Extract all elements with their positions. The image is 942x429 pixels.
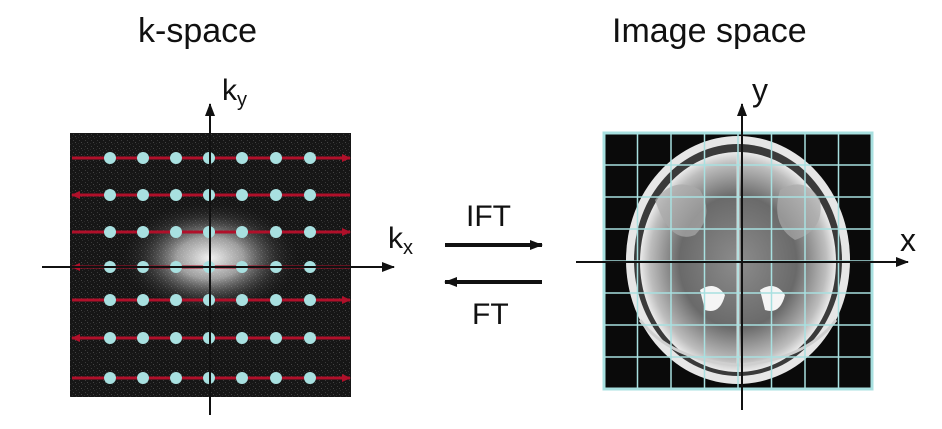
ft-label: FT	[472, 298, 509, 331]
kspace-sample-dot	[137, 372, 149, 384]
kspace-sample-dot	[104, 152, 116, 164]
kspace-sample-dot	[236, 152, 248, 164]
ift-label: IFT	[466, 200, 511, 233]
kspace-sample-dot	[270, 152, 282, 164]
kspace-sample-dot	[270, 226, 282, 238]
kspace-sample-dot	[104, 372, 116, 384]
y-axis-label: y	[752, 72, 768, 108]
brain-gyri	[655, 184, 821, 240]
image-axes	[576, 103, 909, 410]
kspace-sample-dot	[270, 294, 282, 306]
kspace-sample-dot	[236, 226, 248, 238]
kspace-sample-dot	[304, 152, 316, 164]
ky-sub: y	[237, 89, 247, 111]
kspace-sample-dot	[104, 332, 116, 344]
kspace-sample-dot	[104, 189, 116, 201]
kspace-sample-dot	[170, 294, 182, 306]
transform-arrows	[444, 240, 543, 287]
kspace-sample-dot	[170, 332, 182, 344]
kspace-sample-dot	[170, 189, 182, 201]
kspace-sample-dot	[304, 294, 316, 306]
kspace-sample-dot	[236, 372, 248, 384]
kspace-sample-dot	[137, 332, 149, 344]
image-panel	[602, 131, 874, 391]
kspace-sample-dot	[170, 372, 182, 384]
kspace-title: k-space	[138, 12, 258, 50]
kspace-sample-dot	[137, 189, 149, 201]
kspace-sample-dot	[304, 189, 316, 201]
kspace-sample-dot	[170, 226, 182, 238]
image-space-title: Image space	[612, 12, 807, 50]
kspace-sample-dot	[236, 189, 248, 201]
kspace-sample-dot	[137, 294, 149, 306]
ky-base: k	[222, 74, 237, 107]
kspace-sample-dot	[270, 332, 282, 344]
ky-axis-label: ky	[222, 74, 247, 112]
kspace-sample-dot	[137, 152, 149, 164]
kspace-sample-dot	[170, 152, 182, 164]
kspace-sample-dot	[236, 332, 248, 344]
kspace-sample-dot	[304, 372, 316, 384]
kspace-sample-dot	[236, 294, 248, 306]
kx-axis-label: kx	[388, 222, 413, 260]
kx-sub: x	[403, 237, 413, 259]
kx-base: k	[388, 222, 403, 255]
kspace-sample-dot	[270, 372, 282, 384]
kspace-axes	[42, 103, 395, 415]
kspace-sample-dot	[137, 226, 149, 238]
kspace-sample-dot	[104, 226, 116, 238]
x-axis-label: x	[900, 222, 916, 258]
kspace-sample-dot	[270, 189, 282, 201]
kspace-sample-dot	[104, 294, 116, 306]
kspace-sample-dot	[304, 226, 316, 238]
kspace-sample-dot	[304, 332, 316, 344]
